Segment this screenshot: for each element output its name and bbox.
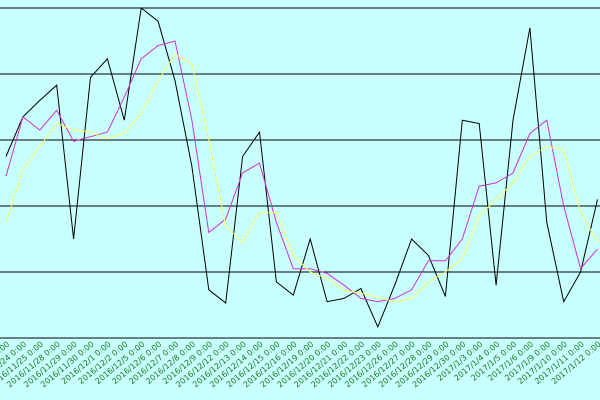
series-line-1 — [5, 7, 598, 329]
gridlines — [0, 7, 600, 339]
series-line-3 — [5, 53, 598, 303]
series-lines — [5, 7, 598, 329]
series-line-2 — [5, 40, 598, 303]
